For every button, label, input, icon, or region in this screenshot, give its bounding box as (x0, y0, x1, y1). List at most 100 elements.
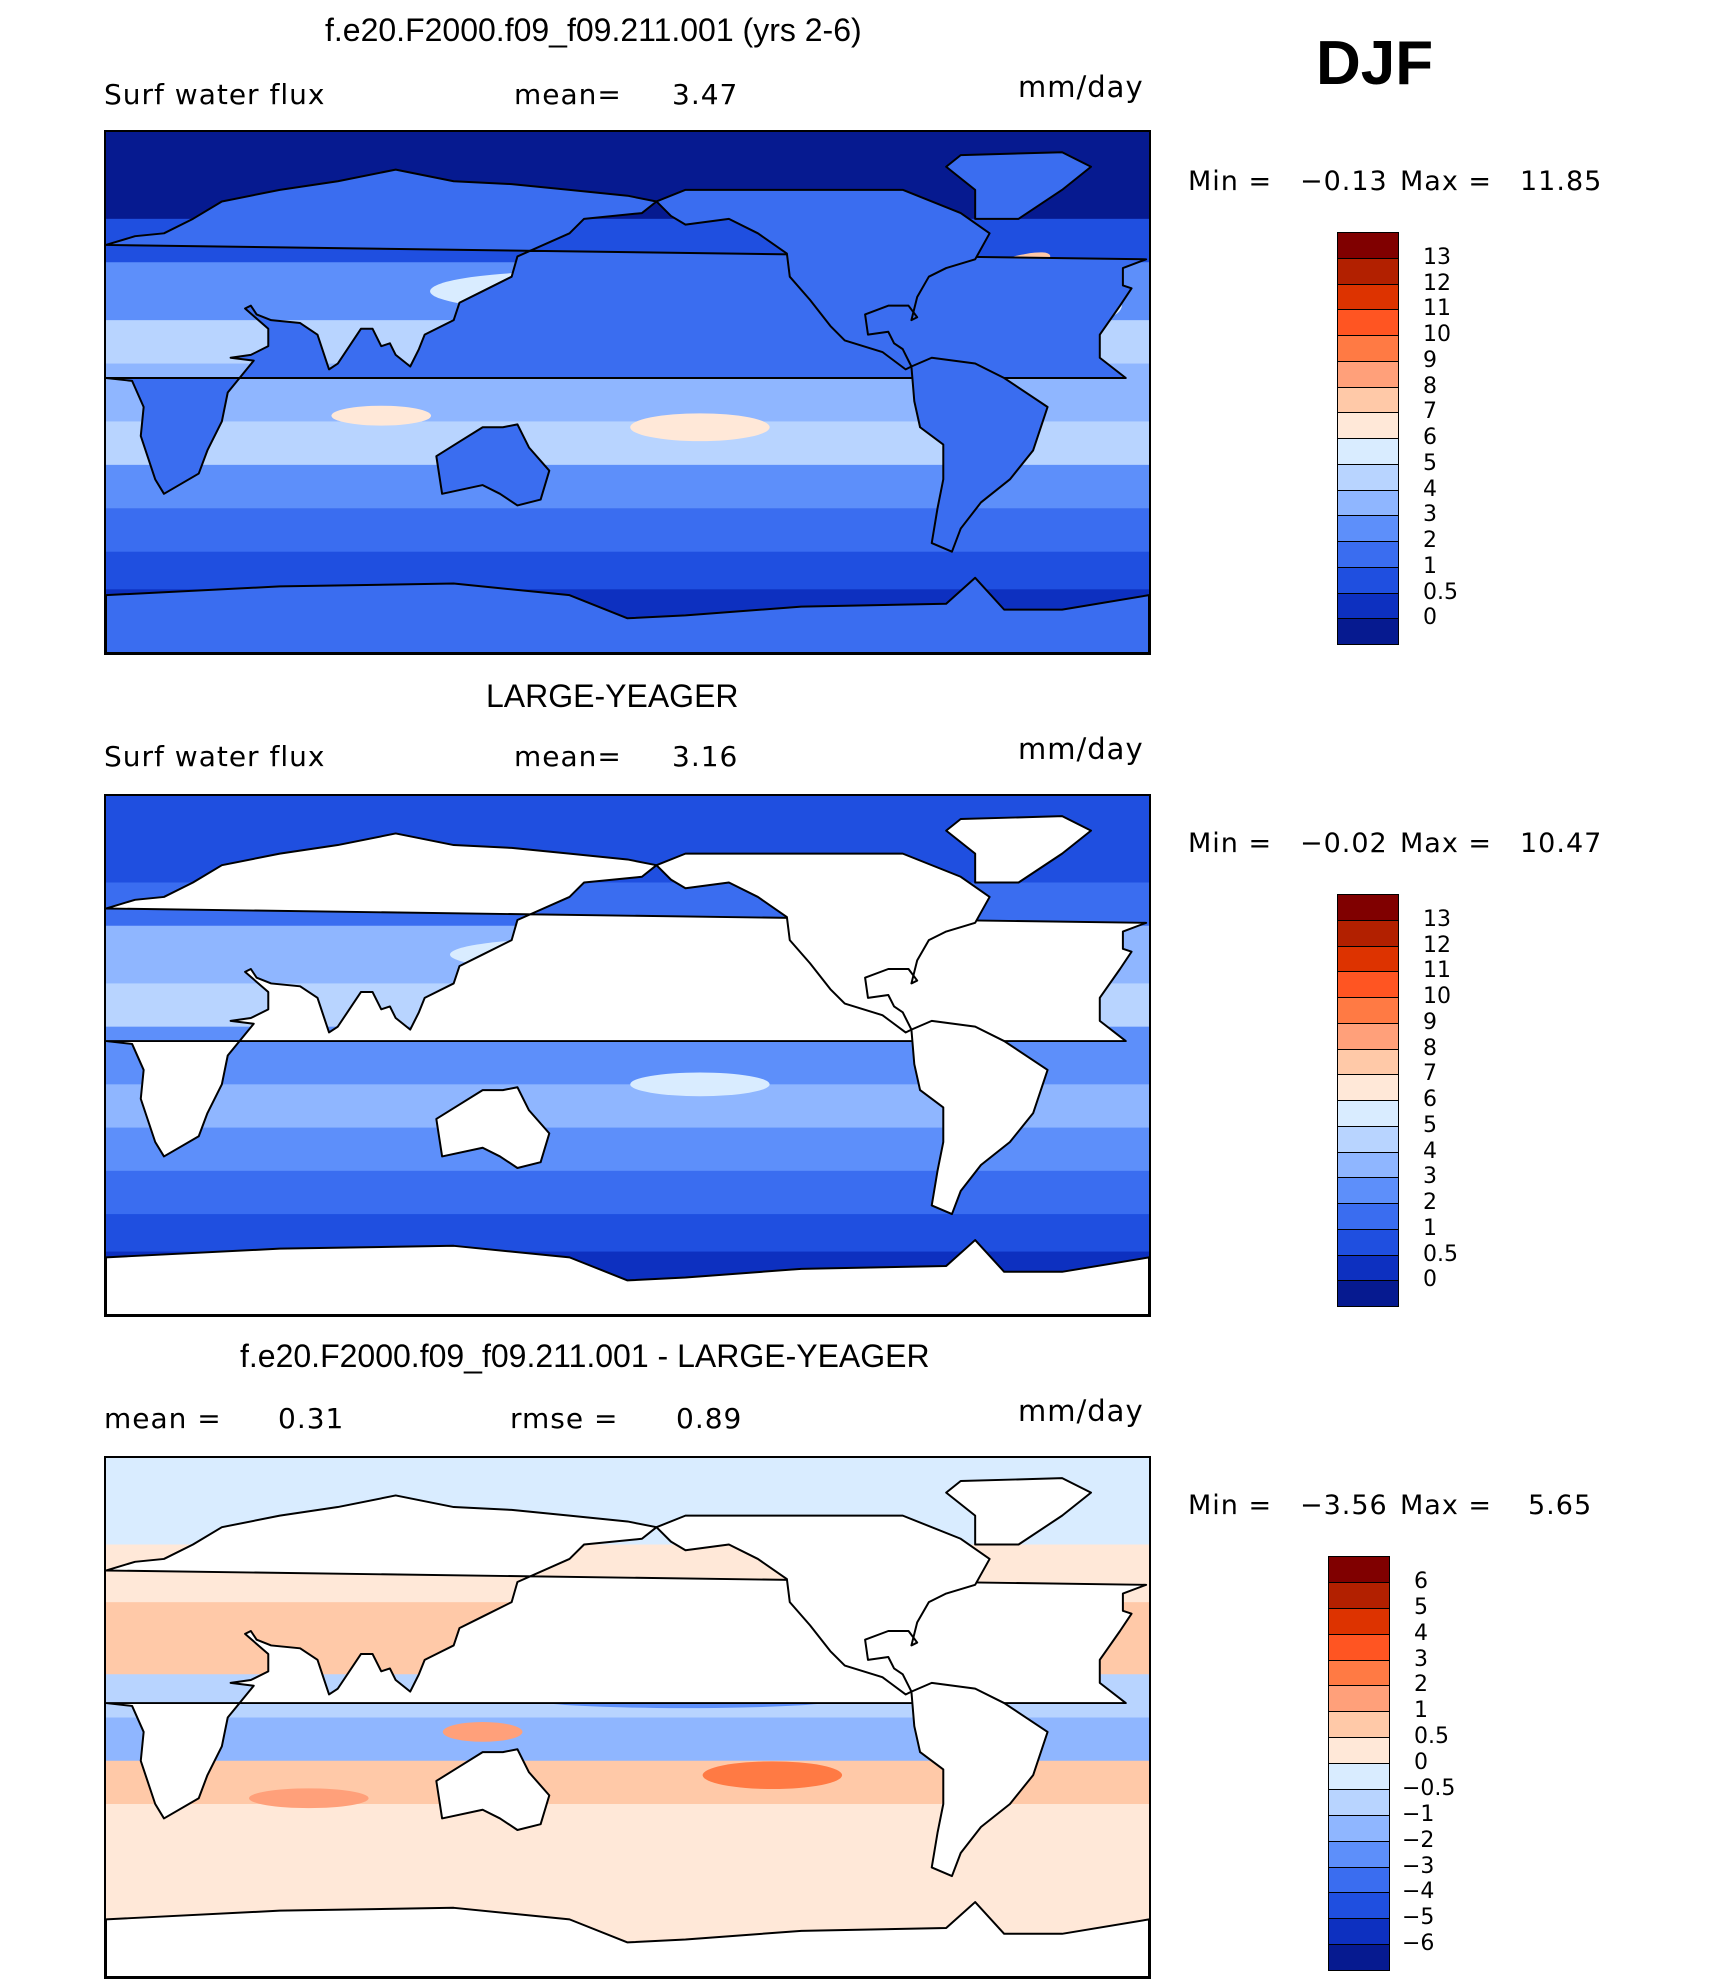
colorbar-tick-label: 3 (1423, 1164, 1437, 1190)
colorbar-swatch (1328, 1944, 1390, 1971)
colorbar-swatch (1328, 1866, 1390, 1894)
continent-south-america (910, 1681, 1049, 1878)
field-feature (442, 1722, 523, 1742)
panel-3-units: mm/day (1018, 1394, 1144, 1428)
colorbar-swatch (1328, 1607, 1390, 1635)
continent-eurasia-africa (106, 168, 1148, 495)
field-band (106, 508, 1149, 553)
panel-2-max-value: 10.47 (1520, 828, 1603, 859)
continent-eurasia-africa (106, 1494, 1148, 1820)
panel-3-rmse-value: 0.89 (676, 1402, 743, 1435)
field-feature (630, 1072, 770, 1097)
panel-3-min-label: Min = (1188, 1490, 1273, 1521)
colorbar-swatch (1337, 463, 1399, 491)
colorbar-swatch (1328, 1814, 1390, 1842)
colorbar-tick-label: 3 (1423, 502, 1437, 528)
colorbar-tick-label: 11 (1423, 296, 1451, 322)
colorbar-tick-label: 8 (1423, 1035, 1437, 1061)
colorbar-tick-label: 13 (1423, 244, 1451, 270)
panel-3-colorbar: 6 5 4 3 2 1 0.5 0 −0.5 −1 −2 −3 −4 −5 −6 (1328, 1556, 1488, 1971)
panel-1-title: f.e20.F2000.f09_f09.211.001 (yrs 2-6) (325, 12, 862, 48)
colorbar-tick-label: 1 (1423, 553, 1437, 579)
colorbar-swatch (1328, 1556, 1390, 1583)
colorbar-tick-label: 11 (1423, 958, 1451, 984)
colorbar-swatch (1337, 541, 1399, 568)
colorbar-tick-label: 0 (1423, 1267, 1437, 1293)
colorbar-swatch (1337, 1151, 1399, 1179)
colorbar-tick-label: 4 (1423, 1138, 1437, 1164)
colorbar-tick-label: −1 (1402, 1801, 1435, 1827)
colorbar-swatch (1337, 1100, 1399, 1127)
panel-1-colorbar: 13 12 11 10 9 8 7 6 5 4 3 2 1 0.5 0 (1337, 232, 1477, 645)
continent-greenland (945, 815, 1093, 884)
field-feature (331, 405, 432, 426)
colorbar-tick-label: 12 (1423, 932, 1451, 958)
colorbar-tick-label: 0.5 (1423, 1241, 1458, 1267)
colorbar-swatch (1337, 515, 1399, 542)
continent-antarctica (106, 1239, 1149, 1315)
season-label: DJF (1316, 29, 1434, 98)
map-canvas (106, 1458, 1149, 1977)
colorbar-swatch (1337, 894, 1399, 921)
colorbar-swatch (1337, 257, 1399, 285)
panel-3-title: f.e20.F2000.f09_f09.211.001 - LARGE-YEAG… (240, 1338, 930, 1374)
continent-north-america (655, 1514, 991, 1696)
continent-australia (435, 1748, 551, 1831)
colorbar-tick-label: 9 (1423, 347, 1437, 373)
colorbar-tick-label: 0.5 (1423, 579, 1458, 605)
map-canvas (106, 132, 1149, 653)
continent-eurasia-africa (106, 832, 1148, 1158)
colorbar-swatch (1328, 1659, 1390, 1687)
colorbar-swatch (1337, 360, 1399, 388)
colorbar-swatch (1337, 618, 1399, 645)
colorbar-swatch (1337, 438, 1399, 465)
colorbar-swatch (1328, 1840, 1390, 1868)
colorbar-swatch (1337, 1280, 1399, 1307)
field-band (106, 551, 1149, 591)
colorbar-swatch (1328, 1788, 1390, 1816)
field-band (106, 1214, 1149, 1253)
panel-1-mean-value: 3.47 (672, 78, 739, 111)
colorbar-swatch (1328, 1711, 1390, 1739)
field-feature (249, 1788, 369, 1809)
colorbar-tick-label: 5 (1423, 450, 1437, 476)
colorbar-swatch (1337, 1254, 1399, 1282)
colorbar-tick-label: 5 (1414, 1594, 1428, 1620)
colorbar-swatch (1337, 386, 1399, 414)
colorbar-swatch (1328, 1918, 1390, 1946)
colorbar-tick-label: −6 (1402, 1931, 1435, 1957)
colorbar-swatch (1337, 1125, 1399, 1153)
colorbar-tick-label: 10 (1423, 322, 1451, 347)
panel-3-mean-value: 0.31 (278, 1402, 345, 1435)
panel-1-variable-label: Surf water flux (104, 78, 326, 111)
colorbar-swatch (1337, 489, 1399, 517)
colorbar-tick-label: 4 (1414, 1620, 1428, 1646)
colorbar-tick-label: 7 (1423, 399, 1437, 425)
colorbar-swatch (1337, 919, 1399, 947)
panel-2-units: mm/day (1018, 732, 1144, 766)
colorbar-tick-label: 6 (1414, 1568, 1428, 1594)
colorbar-tick-label: 4 (1423, 476, 1437, 502)
map-canvas (106, 796, 1149, 1315)
panel-1-units: mm/day (1018, 70, 1144, 104)
field-feature (630, 413, 770, 442)
colorbar-tick-label: −5 (1402, 1905, 1435, 1931)
panel-2-mean-value: 3.16 (672, 740, 739, 773)
colorbar-tick-label: −0.5 (1402, 1775, 1456, 1801)
panel-2-min-label: Min = (1188, 828, 1273, 859)
continent-greenland (945, 1477, 1093, 1546)
colorbar-swatch (1328, 1581, 1390, 1609)
colorbar-swatch (1328, 1892, 1390, 1920)
panel-2-title: LARGE-YEAGER (486, 678, 739, 714)
colorbar-tick-label: 2 (1423, 528, 1437, 553)
continent-north-america (655, 852, 991, 1034)
colorbar-swatch (1337, 412, 1399, 439)
colorbar-tick-label: 0.5 (1414, 1724, 1449, 1750)
colorbar-tick-label: 2 (1423, 1190, 1437, 1215)
colorbar-swatch (1337, 1203, 1399, 1230)
colorbar-tick-label: 9 (1423, 1009, 1437, 1035)
colorbar-swatch (1337, 566, 1399, 594)
colorbar-tick-label: 6 (1423, 425, 1437, 450)
colorbar-swatch (1337, 997, 1399, 1024)
panel-2-mean-label: mean= (514, 740, 622, 773)
